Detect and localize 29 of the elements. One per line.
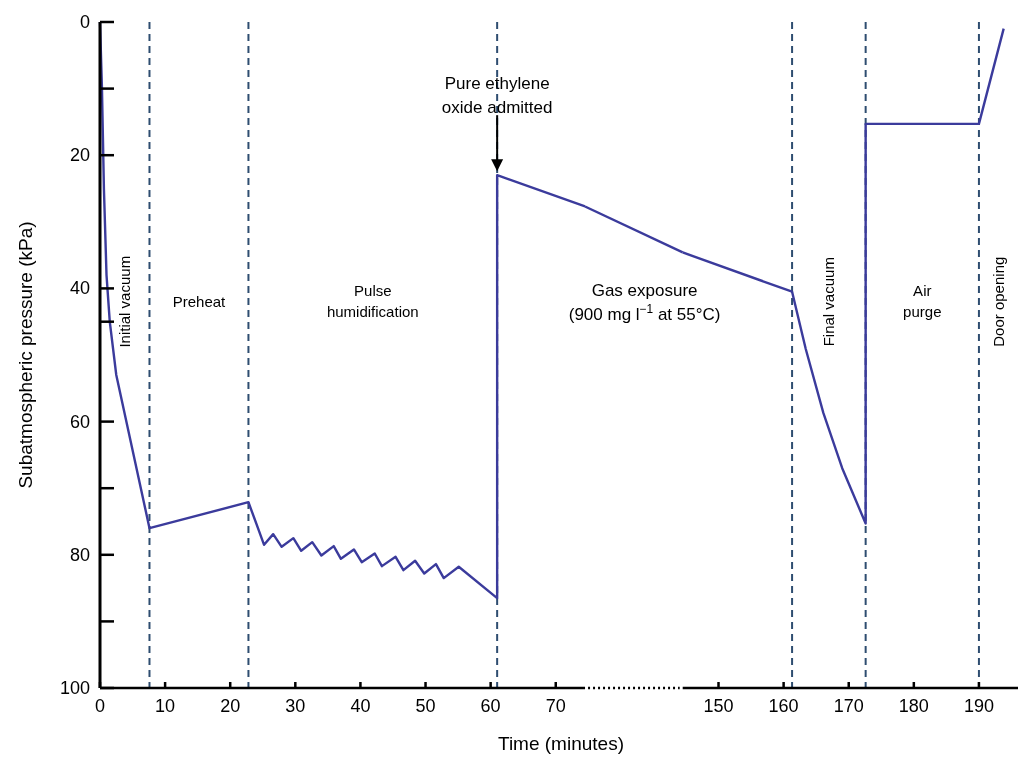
annotation: Pulse humidification bbox=[326, 282, 419, 321]
x-axis-title: Time (minutes) bbox=[498, 733, 624, 754]
y-tick-label: 20 bbox=[69, 145, 90, 166]
x-tick-label: 150 bbox=[703, 696, 734, 716]
y-tick-label: 100 bbox=[59, 678, 90, 698]
x-tick-label: 70 bbox=[545, 696, 566, 716]
y-tick-label: 0 bbox=[79, 12, 90, 32]
x-tick-label: 20 bbox=[220, 696, 241, 716]
annotation: Air purge bbox=[903, 282, 942, 321]
annotation: Initial vacuum bbox=[115, 255, 133, 348]
annotation: Door opening bbox=[989, 256, 1007, 347]
annotation: Final vacuum bbox=[820, 257, 838, 347]
x-tick-label: 0 bbox=[94, 696, 106, 716]
y-tick-label: 40 bbox=[69, 278, 90, 299]
x-tick-label: 40 bbox=[350, 696, 371, 716]
annotation: Preheat bbox=[172, 292, 227, 310]
x-tick-label: 160 bbox=[768, 696, 799, 716]
x-tick-label: 50 bbox=[415, 696, 436, 716]
x-tick-label: 170 bbox=[833, 696, 864, 716]
annotation: Pure ethylene oxide admitted bbox=[441, 74, 553, 118]
y-tick-label: 80 bbox=[69, 544, 90, 565]
x-tick-label: 30 bbox=[285, 696, 306, 716]
annotation: Gas exposure (900 mg l$^{−1}$ at 55°C) bbox=[568, 280, 721, 324]
x-tick-label: 180 bbox=[898, 696, 929, 716]
y-tick-label: 60 bbox=[69, 411, 90, 432]
x-tick-label: 10 bbox=[155, 696, 176, 716]
x-tick-label: 190 bbox=[963, 696, 994, 716]
x-tick-label: 60 bbox=[480, 696, 501, 716]
y-axis-title: Subatmospheric pressure (kPa) bbox=[15, 221, 36, 489]
